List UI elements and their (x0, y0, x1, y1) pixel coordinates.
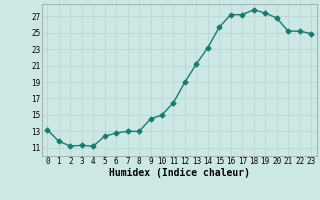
X-axis label: Humidex (Indice chaleur): Humidex (Indice chaleur) (109, 168, 250, 178)
